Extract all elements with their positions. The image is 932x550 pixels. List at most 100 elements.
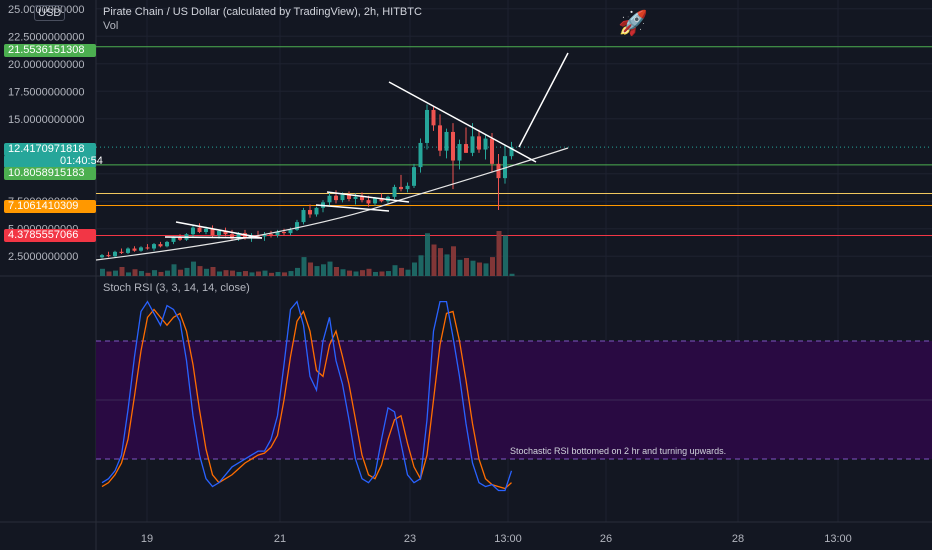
- volume-bar: [393, 265, 398, 276]
- volume-label: Vol: [103, 20, 118, 32]
- candle-body: [159, 244, 163, 246]
- volume-bar: [399, 268, 404, 276]
- candle-body: [458, 144, 462, 160]
- candle-body: [120, 252, 124, 253]
- time-tick-label: 13:00: [494, 533, 522, 545]
- price-tag-green-mid: 10.8058915183: [4, 167, 96, 180]
- volume-bar: [315, 266, 320, 276]
- volume-bar: [237, 272, 242, 276]
- volume-bar: [367, 269, 372, 276]
- time-axis[interactable]: 19 21 23 13:00 26 28 13:00: [141, 533, 852, 545]
- volume-bar: [159, 272, 164, 276]
- currency-badge[interactable]: USD: [34, 5, 65, 21]
- volume-bar: [360, 270, 365, 276]
- time-tick-label: 26: [600, 533, 612, 545]
- candle-body: [146, 247, 150, 248]
- candle-body: [451, 132, 455, 161]
- time-tick-label: 23: [404, 533, 416, 545]
- volume-bar: [139, 271, 144, 276]
- candle-body: [406, 186, 410, 189]
- volume-bar: [211, 267, 216, 276]
- volume-bar: [100, 269, 105, 276]
- volume-bar: [425, 233, 430, 276]
- candle-body: [328, 196, 332, 203]
- time-tick-label: 21: [274, 533, 286, 545]
- candle-body: [172, 238, 176, 242]
- volume-bar: [438, 248, 443, 276]
- volume-bar: [107, 272, 112, 277]
- price-axis[interactable]: 25.0000000000 22.5000000000 20.0000000000 1…: [8, 4, 84, 263]
- price-tick-label: 15.0000000000: [8, 114, 84, 126]
- candle-body: [113, 252, 117, 256]
- volume-bar: [185, 268, 190, 276]
- volume-bar: [432, 245, 437, 277]
- volume-bar: [204, 269, 209, 276]
- candle-body: [432, 110, 436, 125]
- volume-bar: [484, 263, 489, 276]
- candle-body: [399, 187, 403, 189]
- rocket-icon: 🚀: [618, 12, 648, 36]
- volume-bar: [321, 264, 326, 276]
- candle-body: [204, 229, 208, 232]
- price-tag-red: 4.3785557066: [4, 229, 96, 242]
- volume-bar: [412, 263, 417, 277]
- volume-bar: [302, 257, 307, 276]
- volume-bar: [458, 260, 463, 276]
- candle-body: [100, 255, 104, 257]
- volume-bar: [178, 270, 183, 276]
- candle-body: [269, 234, 273, 235]
- volume-bar: [341, 269, 346, 276]
- volume-bar: [308, 263, 313, 277]
- candle-body: [490, 139, 494, 164]
- price-tick-label: 20.0000000000: [8, 59, 84, 71]
- candle-body: [302, 210, 306, 222]
- stoch-annotation: Stochastic RSI bottomed on 2 hr and turn…: [510, 446, 726, 456]
- time-tick-label: 13:00: [824, 533, 852, 545]
- price-tag-green-top: 21.5536151308: [4, 44, 96, 57]
- volume-bar: [295, 268, 300, 276]
- symbol-title: Pirate Chain / US Dollar (calculated by …: [103, 6, 422, 18]
- candle-body: [341, 195, 345, 200]
- candle-body: [360, 197, 364, 200]
- candle-body: [334, 196, 338, 200]
- volume-bar: [198, 266, 203, 276]
- candle-body: [354, 197, 358, 199]
- price-tag-orange: 7.1061410309: [4, 200, 96, 213]
- volume-bar: [373, 272, 378, 276]
- time-tick-label: 28: [732, 533, 744, 545]
- candle-body: [393, 187, 397, 197]
- volume-bar: [347, 271, 352, 276]
- candle-body: [308, 210, 312, 214]
- candle-body: [367, 200, 371, 203]
- candle-body: [198, 228, 202, 232]
- volume-bar: [334, 267, 339, 276]
- volume-bar: [471, 261, 476, 276]
- volume-bar: [386, 271, 391, 276]
- candle-body: [315, 208, 319, 215]
- volume-bar: [510, 274, 515, 276]
- volume-bar: [172, 264, 177, 276]
- volume-bar: [113, 271, 118, 276]
- volume-bar: [464, 258, 469, 276]
- volume-bar: [477, 263, 482, 277]
- candle-body: [471, 136, 475, 152]
- candle-body: [133, 249, 137, 251]
- volume-bar: [243, 271, 248, 276]
- volume-bar: [133, 269, 138, 276]
- candle-body: [438, 125, 442, 150]
- candle-body: [217, 231, 221, 235]
- volume-bar: [269, 273, 274, 276]
- volume-bar: [217, 272, 222, 277]
- volume-bar: [380, 272, 385, 277]
- volume-bar: [354, 272, 359, 277]
- candle-body: [477, 136, 481, 149]
- candle-body: [289, 230, 293, 233]
- volume-bar: [146, 273, 151, 276]
- volume-bar: [497, 231, 502, 276]
- candle-body: [191, 228, 195, 235]
- volume-bar: [230, 271, 235, 276]
- volume-bar: [165, 271, 170, 276]
- volume-bar: [276, 272, 281, 276]
- volume-bar: [282, 272, 287, 276]
